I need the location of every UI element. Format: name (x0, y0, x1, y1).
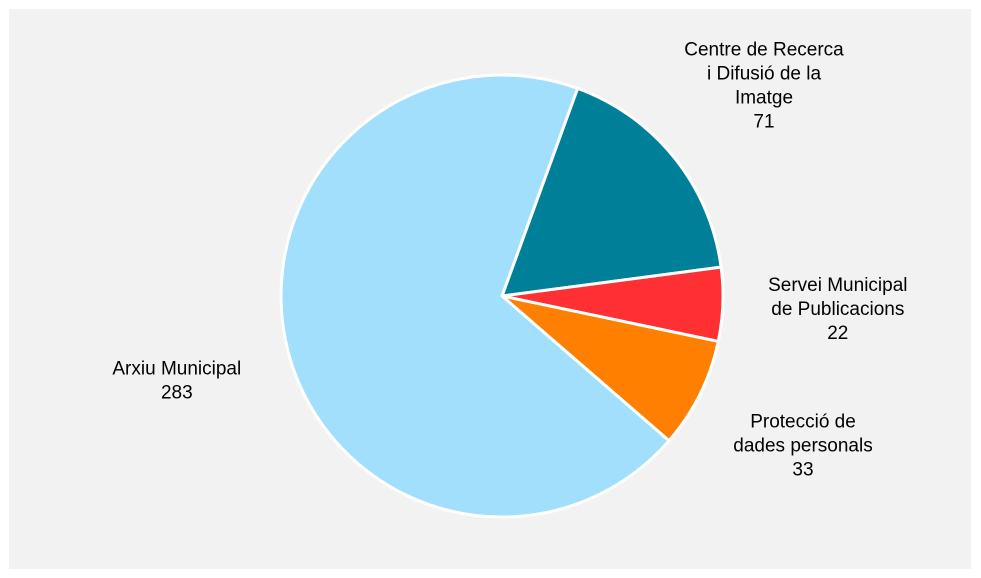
slice-label-line-0-0: Centre de Recerca (684, 40, 844, 61)
slice-value-2: 33 (792, 459, 813, 480)
slice-label-2: Protecció de dades personals 33 (733, 411, 872, 480)
slice-label-0: Centre de Recerca i Difusió de la Imatge 71 (684, 40, 844, 133)
slice-value-3: 283 (161, 382, 193, 403)
slice-label-line-2-1: dades personals (733, 435, 872, 456)
slice-label-line-0-1: i Difusió de la (707, 64, 821, 85)
pie-slice-2 (500, 294, 720, 443)
slice-value-0: 71 (753, 112, 774, 133)
pie-slice-3 (279, 73, 671, 519)
slice-label-line-1-0: Servei Municipal (768, 275, 907, 296)
chart-area: Centre de Recerca i Difusió de la Imatge 71… (9, 9, 971, 569)
slice-label-line-0-2: Imatge (735, 88, 793, 109)
pie-slice-0 (500, 86, 723, 298)
slice-label-line-2-0: Protecció de (750, 411, 856, 432)
slice-label-1: Servei Municipal de Publicacions 22 (768, 275, 907, 344)
slice-label-line-1-1: de Publicacions (771, 299, 904, 320)
pie-chart: Centre de Recerca i Difusió de la Imatge 71… (112, 40, 908, 519)
slice-label-3: Arxiu Municipal 283 (112, 358, 241, 403)
slice-label-line-3-0: Arxiu Municipal (112, 358, 241, 379)
slice-value-1: 22 (827, 323, 848, 344)
